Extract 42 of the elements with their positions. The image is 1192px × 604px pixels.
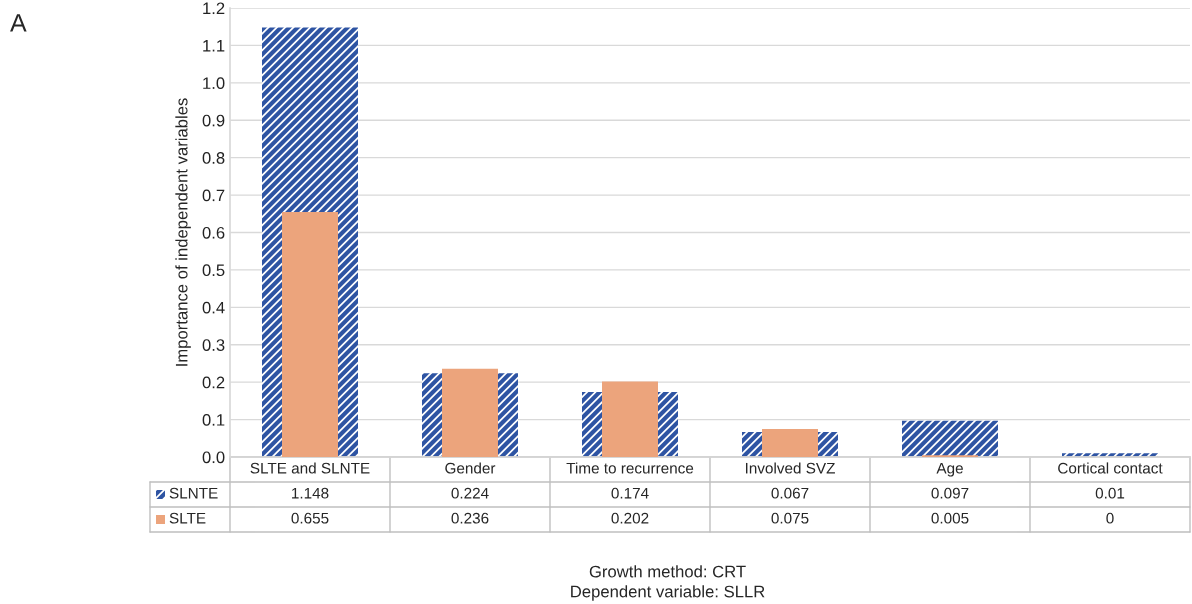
- data-label: 0.236: [451, 512, 489, 524]
- y-tick-label: 0.7: [202, 189, 225, 202]
- bar: [442, 368, 498, 457]
- data-label: 0.01: [1095, 487, 1125, 499]
- bar: [902, 420, 998, 457]
- y-tick-label: 0.6: [202, 226, 225, 239]
- bar: [602, 381, 658, 457]
- text: A: [10, 14, 27, 32]
- data-label: 0.097: [931, 487, 969, 499]
- y-tick-label: 0.2: [202, 376, 225, 389]
- data-label: 0.174: [611, 487, 649, 499]
- text: Growth method: CRT: [589, 565, 746, 578]
- y-tick-label: 0.4: [202, 301, 225, 314]
- y-tick-label: 0.0: [202, 451, 225, 464]
- data-label: 0.202: [611, 512, 649, 524]
- y-tick-label: 1.2: [203, 2, 225, 15]
- bar: [762, 428, 818, 457]
- x-tick-label: Involved SVZ: [745, 462, 835, 474]
- y-tick-label: 0.8: [202, 152, 225, 164]
- y-axis-title: Importance of independent variables: [175, 98, 191, 366]
- y-tick-label: 1.0: [203, 77, 225, 90]
- data-label: 0: [1106, 512, 1114, 524]
- y-tick-label: 0.5: [202, 264, 225, 277]
- text: Dependent variable: SLLR: [571, 585, 765, 601]
- y-tick-label: 0.9: [202, 114, 225, 127]
- x-tick-label: Time to recurrence: [566, 462, 694, 474]
- legend-label: SLNTE: [169, 487, 218, 499]
- data-label: 1.148: [292, 487, 329, 499]
- x-tick-label: SLTE and SLNTE: [250, 462, 370, 474]
- data-label: 0.075: [771, 512, 809, 524]
- y-tick-label: 0.1: [202, 413, 225, 426]
- bar: [282, 211, 338, 457]
- legend-label: SLTE: [169, 512, 206, 524]
- data-label: 0.224: [451, 487, 489, 499]
- y-tick-label: 0.3: [202, 339, 225, 351]
- data-label: 0.655: [291, 512, 329, 524]
- data-label: 0.005: [931, 512, 969, 524]
- x-tick-label: Cortical contact: [1058, 462, 1163, 474]
- x-tick-label: Age: [936, 462, 963, 477]
- x-tick-label: Gender: [445, 462, 496, 474]
- data-label: 0.067: [771, 487, 809, 499]
- y-tick-label: 1.1: [203, 39, 225, 52]
